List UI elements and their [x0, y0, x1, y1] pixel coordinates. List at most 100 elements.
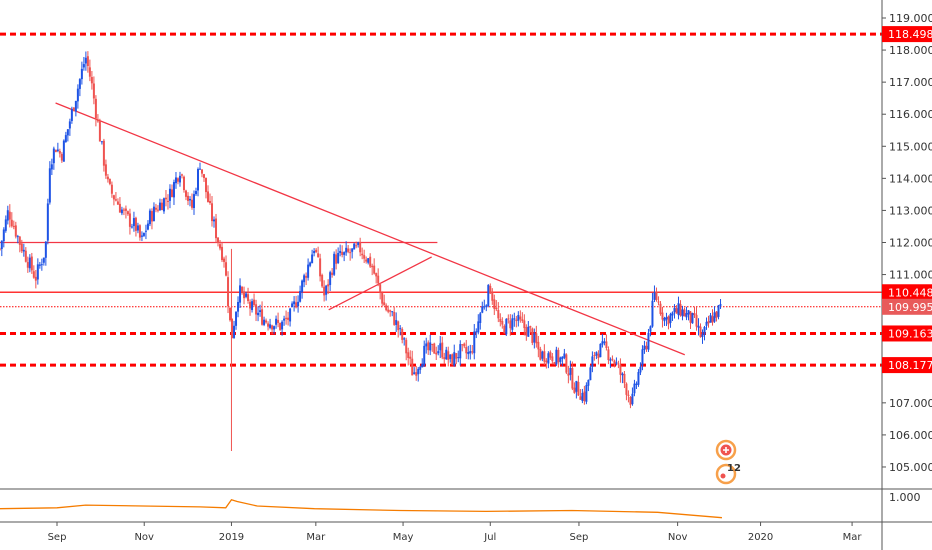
time-tick-label: May	[393, 532, 414, 543]
price-tick-label: 116.000	[889, 108, 932, 121]
candle-body	[481, 306, 484, 313]
candle-body	[487, 284, 490, 307]
candle-body	[241, 286, 244, 293]
candle-body	[383, 302, 386, 306]
candle-body	[194, 191, 197, 195]
candle-body	[697, 325, 700, 328]
candle-body	[393, 311, 396, 325]
candle-body	[42, 257, 45, 263]
candle-body	[66, 129, 69, 136]
price-tag-label: 108.177	[888, 359, 932, 372]
price-tick-label: 111.000	[889, 269, 932, 282]
candle-body	[391, 311, 394, 313]
candle-body	[172, 182, 175, 198]
candle-body	[227, 277, 230, 307]
candle-body	[691, 313, 694, 324]
candle-body	[287, 317, 290, 320]
price-levels	[0, 32, 882, 367]
candle-body	[158, 202, 161, 211]
candle-body	[339, 250, 342, 253]
candle-body	[152, 206, 155, 222]
time-tick-label: 2019	[219, 532, 244, 543]
candle-body	[431, 343, 434, 345]
candle-body	[205, 177, 208, 193]
candle-body	[94, 98, 97, 119]
candle-body	[142, 233, 145, 236]
candle-body	[345, 247, 348, 253]
price-tag-label: 110.448	[888, 286, 932, 299]
candle-body	[14, 225, 17, 237]
candle-body	[619, 364, 622, 375]
candle-body	[637, 372, 640, 385]
candle-body	[10, 219, 13, 227]
candle-body	[311, 254, 314, 264]
candle-body	[397, 321, 400, 331]
candle-body	[357, 242, 360, 246]
candle-body	[315, 249, 318, 252]
time-tick-label: Mar	[306, 532, 326, 543]
candle-body	[182, 176, 185, 191]
candle-body	[681, 309, 684, 317]
candle-body	[168, 188, 171, 201]
price-tag	[882, 284, 932, 301]
candle-body	[325, 285, 328, 295]
candle-body	[361, 253, 364, 256]
candle-body	[359, 242, 362, 253]
price-tick-label: 119.000	[889, 12, 932, 25]
candle-body	[261, 309, 264, 325]
candle-body	[427, 342, 430, 351]
candle-body	[233, 325, 236, 338]
candle-body	[150, 211, 153, 222]
candle-body	[483, 306, 486, 308]
candle-body	[561, 356, 564, 359]
candle-body	[349, 252, 352, 254]
candle-body	[299, 291, 302, 302]
candle-body	[607, 349, 610, 361]
candle-body	[102, 140, 105, 166]
candle-body	[341, 251, 344, 255]
indicator-pane	[0, 488, 932, 523]
candle-body	[555, 349, 558, 365]
candle-body	[491, 292, 494, 301]
candle-body	[449, 354, 452, 359]
candle-body	[98, 121, 101, 142]
price-axis[interactable]: 119.000 118.000 117.000 116.000 115.000 114.0…	[881, 0, 932, 550]
price-tick-label: 113.000	[889, 204, 932, 217]
indicator-tick-label: 1.000	[889, 491, 921, 504]
events-badge-icon[interactable]	[715, 463, 737, 485]
candle-body	[337, 252, 340, 263]
candle-body	[199, 168, 201, 170]
candle-body	[269, 324, 272, 328]
candle-body	[313, 250, 316, 254]
candle-body	[693, 313, 696, 316]
candle-body	[184, 190, 187, 197]
candle-body	[411, 358, 414, 376]
candle-body	[277, 319, 280, 323]
candle-body	[144, 230, 147, 232]
candle-body	[138, 225, 141, 238]
candle-body	[461, 344, 464, 346]
candle-body	[669, 314, 672, 323]
candle-body	[140, 235, 143, 237]
candle-body	[108, 179, 111, 184]
candle-body	[60, 154, 63, 161]
candle-body	[605, 341, 608, 349]
candle-body	[371, 265, 374, 268]
time-axis[interactable]: Sep Nov 2019 Mar May Jul Sep Nov 2020 Mar	[0, 521, 882, 543]
candle-body	[515, 319, 518, 322]
event-badges[interactable]: 12	[715, 439, 741, 485]
candle-body	[525, 327, 528, 336]
candle-body	[551, 356, 554, 362]
candle-body	[479, 313, 482, 323]
candle-body	[715, 311, 718, 318]
candle-body	[217, 237, 220, 243]
candle-body	[283, 318, 286, 321]
candle-body	[373, 265, 376, 274]
candle-body	[379, 284, 382, 293]
candle-body	[601, 341, 604, 345]
candles	[0, 51, 722, 451]
candle-body	[100, 141, 103, 143]
candle-body	[243, 291, 246, 299]
candle-body	[485, 305, 488, 307]
